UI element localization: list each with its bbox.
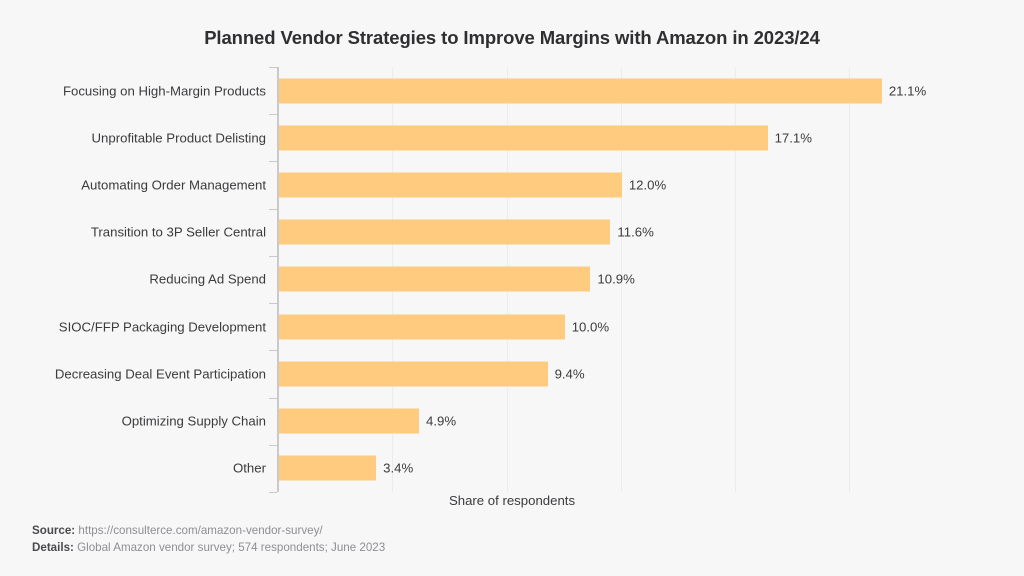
bar-row: Other 3.4% bbox=[0, 445, 1024, 492]
category-label: Automating Order Management bbox=[81, 177, 266, 193]
bar-value-label: 11.6% bbox=[617, 224, 654, 240]
axis-tick bbox=[269, 255, 277, 257]
bar[interactable] bbox=[279, 219, 611, 245]
bar[interactable] bbox=[279, 266, 591, 292]
category-label: Focusing on High-Margin Products bbox=[62, 83, 266, 99]
axis-tick bbox=[269, 208, 277, 210]
gridline bbox=[849, 67, 851, 492]
axis-tick bbox=[269, 397, 277, 399]
bar-value-label: 3.4% bbox=[383, 460, 414, 476]
bar[interactable] bbox=[279, 408, 419, 434]
bar-value-label: 9.4% bbox=[554, 366, 585, 382]
axis-tick bbox=[269, 161, 277, 163]
footer-source-value: https://consulterce.com/amazon-vendor-su… bbox=[78, 524, 323, 537]
axis-tick bbox=[269, 350, 277, 352]
axis-tick bbox=[269, 303, 277, 305]
bar-row: Optimizing Supply Chain 4.9% bbox=[0, 398, 1024, 445]
footer-details-value: Global Amazon vendor survey; 574 respond… bbox=[77, 541, 386, 554]
category-label: SIOC/FFP Packaging Development bbox=[58, 319, 266, 335]
bar[interactable] bbox=[279, 361, 548, 387]
bar[interactable] bbox=[279, 314, 565, 340]
bar[interactable] bbox=[279, 172, 622, 198]
gridline bbox=[620, 67, 622, 492]
axis-tick bbox=[269, 444, 277, 446]
bar[interactable] bbox=[279, 78, 882, 104]
axis-tick bbox=[269, 114, 277, 116]
bar[interactable] bbox=[279, 125, 768, 151]
category-label: Reducing Ad Spend bbox=[149, 271, 266, 287]
bar-row: Unprofitable Product Delisting 17.1% bbox=[0, 114, 1024, 161]
bar-value-label: 12.0% bbox=[628, 177, 667, 193]
bar-row: Transition to 3P Seller Central 11.6% bbox=[0, 209, 1024, 256]
category-label: Decreasing Deal Event Participation bbox=[54, 366, 266, 382]
bar[interactable] bbox=[279, 455, 377, 481]
category-label: Transition to 3P Seller Central bbox=[90, 224, 266, 240]
gridline bbox=[735, 67, 737, 492]
category-label: Other bbox=[233, 460, 266, 476]
bar-row: Decreasing Deal Event Participation 9.4% bbox=[0, 350, 1024, 397]
bar-value-label: 21.1% bbox=[888, 83, 927, 99]
category-label: Optimizing Supply Chain bbox=[121, 413, 266, 429]
chart-footer: Source: https://consulterce.com/amazon-v… bbox=[32, 522, 385, 556]
bar-value-label: 10.9% bbox=[597, 271, 635, 287]
footer-source-line: Source: https://consulterce.com/amazon-v… bbox=[32, 522, 385, 539]
axis-tick bbox=[269, 67, 277, 68]
footer-details-line: Details: Global Amazon vendor survey; 57… bbox=[32, 539, 385, 556]
bar-row: Focusing on High-Margin Products 21.1% bbox=[0, 67, 1024, 114]
y-axis-line bbox=[277, 67, 279, 492]
category-label: Unprofitable Product Delisting bbox=[91, 130, 266, 146]
axis-tick bbox=[269, 492, 277, 493]
bar-value-label: 10.0% bbox=[571, 319, 610, 335]
footer-source-label: Source: bbox=[32, 524, 76, 537]
bar-row: Automating Order Management 12.0% bbox=[0, 161, 1024, 208]
bar-row: Reducing Ad Spend 10.9% bbox=[0, 256, 1024, 303]
bar-row: SIOC/FFP Packaging Development 10.0% bbox=[0, 303, 1024, 350]
x-axis-title: Share of respondents bbox=[448, 493, 576, 508]
bar-value-label: 17.1% bbox=[774, 130, 812, 146]
footer-details-label: Details: bbox=[32, 541, 74, 554]
bar-value-label: 4.9% bbox=[426, 413, 457, 429]
chart-title: Planned Vendor Strategies to Improve Mar… bbox=[204, 27, 820, 48]
